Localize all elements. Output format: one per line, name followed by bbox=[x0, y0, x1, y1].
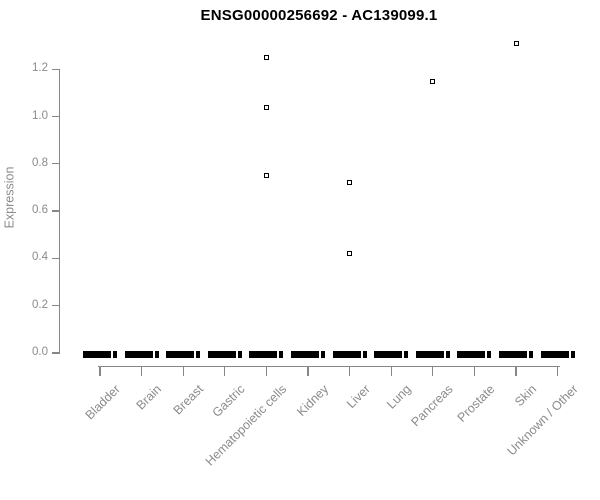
boxplot-box bbox=[374, 350, 403, 358]
y-tick-label: 1.0 bbox=[32, 109, 48, 122]
y-tick bbox=[52, 352, 59, 354]
x-axis-label: Breast bbox=[170, 382, 207, 418]
y-tick bbox=[52, 115, 59, 118]
x-axis-label: Hematopoietic cells bbox=[202, 382, 290, 469]
boxplot-whisker-cap bbox=[529, 350, 533, 358]
outlier-point bbox=[347, 180, 353, 186]
y-tick bbox=[52, 68, 59, 70]
x-axis-label: Kidney bbox=[293, 382, 331, 419]
x-axis-label: Lung bbox=[384, 382, 415, 412]
y-tick-label: 0.8 bbox=[32, 156, 48, 169]
x-tick bbox=[182, 366, 184, 376]
boxplot-box bbox=[166, 350, 195, 358]
y-axis-line bbox=[59, 69, 61, 354]
boxplot-box bbox=[83, 350, 111, 358]
y-tick-label: 0.4 bbox=[32, 251, 48, 264]
y-tick bbox=[52, 305, 59, 307]
x-axis-label: Skin bbox=[511, 382, 539, 410]
outlier-point bbox=[513, 40, 519, 46]
x-axis-label: Bladder bbox=[82, 382, 123, 423]
y-tick bbox=[52, 257, 59, 260]
boxplot-whisker-cap bbox=[279, 350, 284, 358]
x-axis-label: Unknown / Other bbox=[504, 382, 581, 459]
y-tick-label: 1.2 bbox=[32, 62, 48, 75]
outlier-point bbox=[430, 78, 436, 84]
outlier-point bbox=[347, 251, 353, 257]
boxplot-box bbox=[207, 350, 236, 358]
x-axis-label: Pancreas bbox=[408, 382, 456, 430]
y-tick bbox=[52, 163, 59, 165]
x-tick bbox=[432, 366, 434, 376]
boxplot-whisker-cap bbox=[570, 350, 575, 358]
boxplot-box bbox=[124, 350, 153, 358]
x-tick bbox=[307, 366, 309, 376]
x-tick bbox=[556, 366, 559, 376]
boxplot-box bbox=[540, 350, 569, 358]
boxplot-whisker-cap bbox=[487, 350, 492, 358]
x-tick bbox=[224, 366, 226, 376]
x-tick bbox=[99, 366, 101, 376]
x-tick bbox=[473, 366, 476, 376]
chart-title: ENSG00000256692 - AC139099.1 bbox=[200, 7, 438, 24]
boxplot-whisker-cap bbox=[196, 350, 201, 358]
x-axis-label: Brain bbox=[133, 382, 165, 413]
y-tick-label: 0.6 bbox=[32, 204, 48, 217]
boxplot-box bbox=[457, 350, 486, 358]
boxplot-box bbox=[291, 350, 319, 358]
x-tick bbox=[390, 366, 392, 376]
boxplot-whisker-cap bbox=[404, 350, 409, 358]
x-axis-label: Gastric bbox=[209, 382, 248, 420]
boxplot-whisker-cap bbox=[113, 350, 117, 358]
outlier-point bbox=[263, 104, 269, 110]
outlier-point bbox=[263, 173, 269, 179]
x-tick bbox=[140, 366, 143, 376]
x-tick bbox=[348, 366, 351, 376]
x-tick bbox=[265, 366, 268, 376]
outlier-point bbox=[263, 54, 269, 60]
y-tick-label: 0.0 bbox=[32, 346, 48, 358]
x-axis-label: Liver bbox=[343, 382, 373, 412]
boxplot-box bbox=[332, 350, 361, 358]
boxplot-whisker-cap bbox=[445, 350, 450, 358]
boxplot-whisker-cap bbox=[154, 350, 159, 358]
y-tick bbox=[52, 210, 59, 212]
y-tick-label: 0.2 bbox=[32, 298, 48, 311]
boxplot-whisker-cap bbox=[237, 350, 242, 358]
x-axis-label: Prostate bbox=[454, 382, 498, 425]
boxplot-whisker-cap bbox=[321, 350, 325, 358]
x-tick bbox=[515, 366, 517, 376]
boxplot-box bbox=[499, 350, 527, 358]
boxplot-box bbox=[249, 350, 278, 358]
x-axis-line bbox=[98, 366, 560, 368]
boxplot-whisker-cap bbox=[362, 350, 367, 358]
boxplot-box bbox=[415, 350, 444, 358]
